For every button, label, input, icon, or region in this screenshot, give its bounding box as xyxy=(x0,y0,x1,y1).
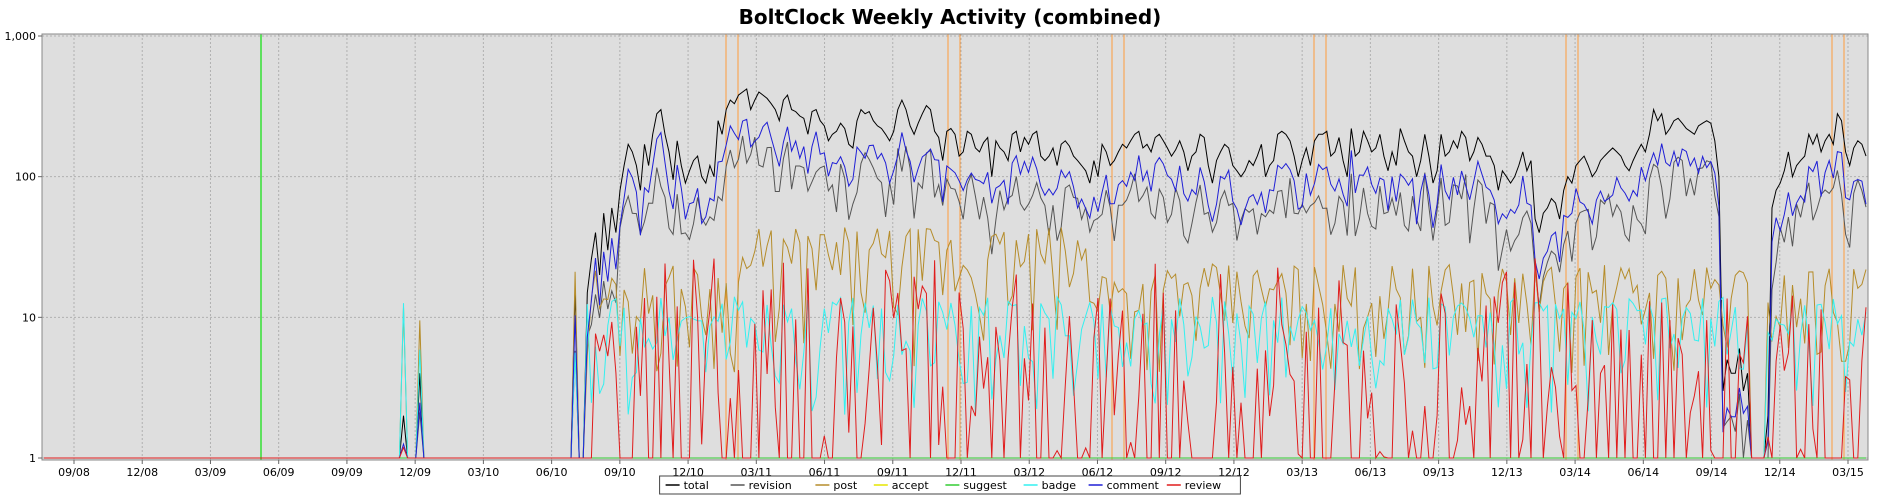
event-markers xyxy=(260,34,1845,460)
x-tick-label: 06/13 xyxy=(1355,466,1387,479)
x-tick-label: 09/08 xyxy=(58,466,90,479)
x-tick-label: 12/09 xyxy=(399,466,431,479)
x-tick-label: 03/15 xyxy=(1832,466,1864,479)
x-tick-label: 03/10 xyxy=(468,466,500,479)
x-tick-label: 03/14 xyxy=(1559,466,1591,479)
legend-label-badge: badge xyxy=(1042,479,1077,492)
x-tick-label: 06/09 xyxy=(263,466,295,479)
y-tick-label: 10 xyxy=(22,311,36,324)
x-tick-label: 12/08 xyxy=(126,466,158,479)
x-tick-label: 12/14 xyxy=(1764,466,1796,479)
grid xyxy=(42,34,1868,460)
legend-label-suggest: suggest xyxy=(963,479,1007,492)
x-tick-label: 09/10 xyxy=(604,466,636,479)
x-tick-label: 03/13 xyxy=(1286,466,1318,479)
y-tick-label: 100 xyxy=(15,171,36,184)
legend-label-comment: comment xyxy=(1107,479,1160,492)
x-tick-label: 09/14 xyxy=(1696,466,1728,479)
series-line-review xyxy=(44,258,1867,460)
x-tick-label: 06/14 xyxy=(1627,466,1659,479)
plot-border xyxy=(41,33,1869,461)
legend-label-review: review xyxy=(1185,479,1221,492)
x-tick-label: 03/09 xyxy=(195,466,227,479)
legend-label-revision: revision xyxy=(749,479,792,492)
legend-label-total: total xyxy=(684,479,709,492)
chart-title: BoltClock Weekly Activity (combined) xyxy=(739,5,1162,29)
legend: total revision post accept suggest badge comme… xyxy=(659,475,1241,495)
x-tick-label: 09/09 xyxy=(331,466,363,479)
series-lines xyxy=(44,88,1867,460)
x-tick-label: 09/13 xyxy=(1423,466,1455,479)
legend-label-accept: accept xyxy=(892,479,930,492)
y-tick-label: 1 xyxy=(29,452,36,465)
legend-label-post: post xyxy=(833,479,857,492)
y-tick-label: 1,000 xyxy=(5,30,37,43)
x-tick-label: 06/10 xyxy=(536,466,568,479)
x-tick-label: 12/13 xyxy=(1491,466,1523,479)
y-axis: 1 10 100 1,000 xyxy=(5,30,42,465)
